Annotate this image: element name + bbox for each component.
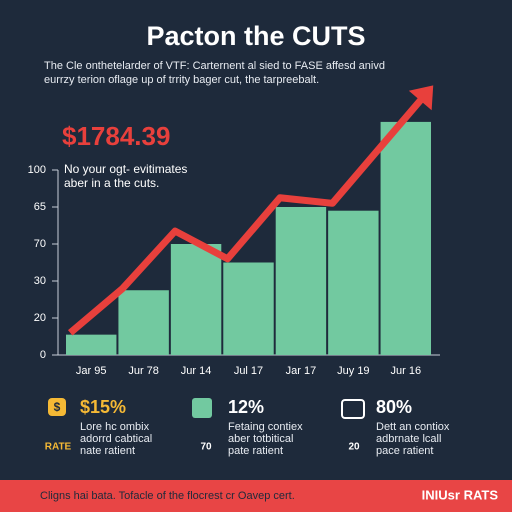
- stat-icon: [192, 398, 212, 418]
- x-tick-label: Jar 95: [76, 365, 107, 377]
- headline: $1784.39: [62, 121, 170, 151]
- y-tick-label: 30: [34, 275, 46, 287]
- y-tick-label: 70: [34, 238, 46, 250]
- stat-icon-label: $: [54, 400, 61, 414]
- stat-value: 12%: [228, 397, 264, 417]
- stat-text: Fetaing contiex: [228, 421, 303, 433]
- x-tick-label: Juy 19: [337, 365, 369, 377]
- bar: [380, 121, 431, 356]
- stat-text: adbrnate lcall: [376, 433, 441, 445]
- bar: [66, 334, 117, 355]
- stat-text: nate ratient: [80, 445, 135, 457]
- stat-tag: 70: [200, 442, 212, 453]
- x-tick-label: Jar 17: [286, 365, 317, 377]
- x-tick-label: Jul 17: [234, 365, 263, 377]
- x-tick-label: Jur 14: [181, 365, 212, 377]
- stat-text: Dett an contiox: [376, 421, 450, 433]
- y-tick-label: 20: [34, 312, 46, 324]
- stat-value: $15%: [80, 397, 126, 417]
- bar: [328, 210, 379, 355]
- footer-tag: INIUsr RATS: [422, 487, 499, 502]
- stat-text: adorrd cabtical: [80, 433, 152, 445]
- footer-text: Cligns hai bata. Tofacle of the flocrest…: [40, 490, 295, 502]
- bar: [223, 262, 274, 355]
- arrow-head: [408, 85, 434, 111]
- bar: [118, 290, 169, 355]
- annotation: aber in a the cuts.: [64, 176, 159, 190]
- stat-icon: [341, 399, 365, 419]
- footer-band: [0, 480, 512, 512]
- stat-text: aber totbitical: [228, 433, 293, 445]
- bar: [275, 207, 327, 355]
- stat-text: pate ratient: [228, 445, 283, 457]
- subtitle: The Cle onthetelarder of VTF: Carternent…: [44, 60, 385, 72]
- x-tick-label: Jur 78: [128, 365, 159, 377]
- y-tick-label: 100: [28, 164, 46, 176]
- y-tick-label: 65: [34, 201, 46, 213]
- stat-text: Lore hc ombix: [80, 421, 150, 433]
- stat-tag: 20: [348, 442, 360, 453]
- trend-line: [67, 93, 427, 336]
- stat-text: pace ratient: [376, 445, 433, 457]
- y-tick-label: 0: [40, 349, 46, 361]
- annotation: No your ogt- evitimates: [64, 162, 187, 176]
- chart-title: Pacton the CUTS: [146, 21, 365, 51]
- x-tick-label: Jur 16: [390, 365, 421, 377]
- stat-icon: [48, 398, 66, 416]
- bar: [170, 244, 222, 355]
- subtitle: eurrzy terion oflage up of trrity bager …: [44, 74, 319, 86]
- stat-value: 80%: [376, 397, 412, 417]
- stat-tag: RATE: [45, 442, 72, 453]
